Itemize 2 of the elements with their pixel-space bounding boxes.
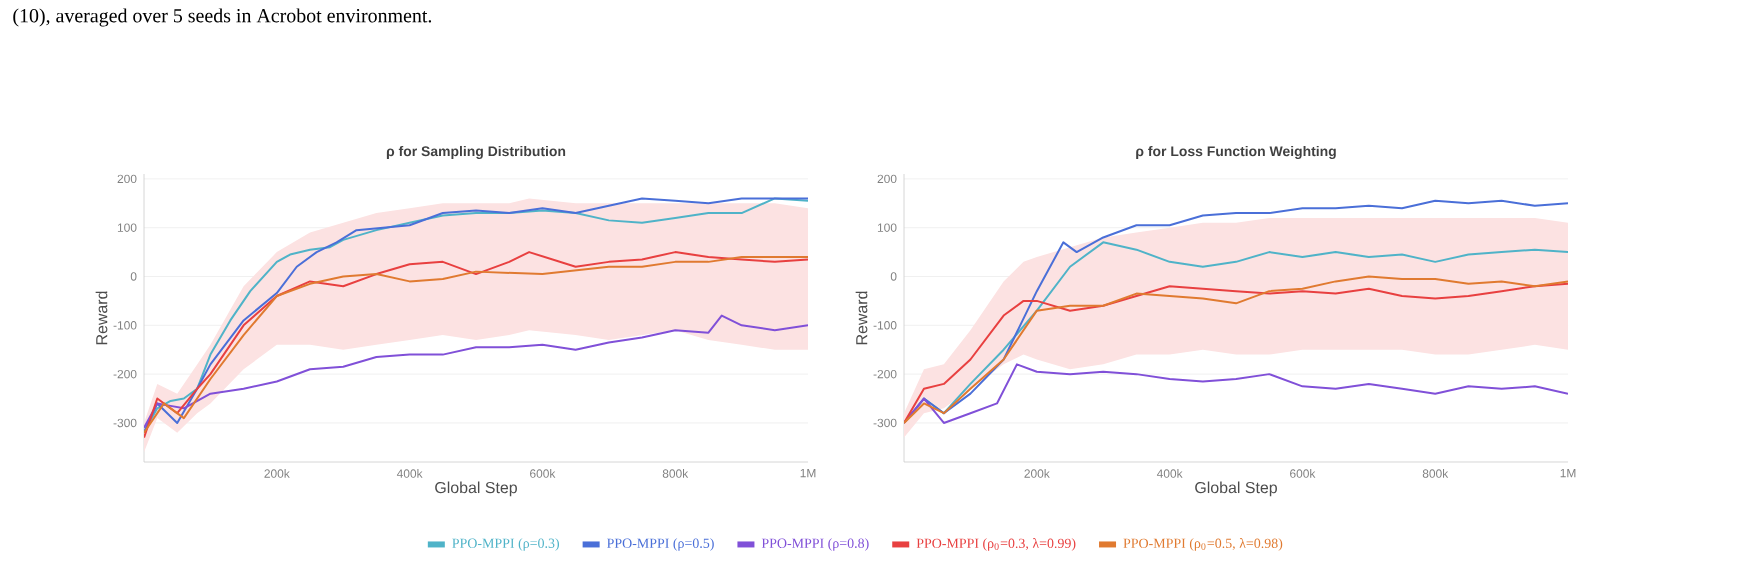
line-series (904, 363, 1569, 424)
text: (10), averaged over 5 seeds in Acrobot environment. (13, 8, 432, 27)
